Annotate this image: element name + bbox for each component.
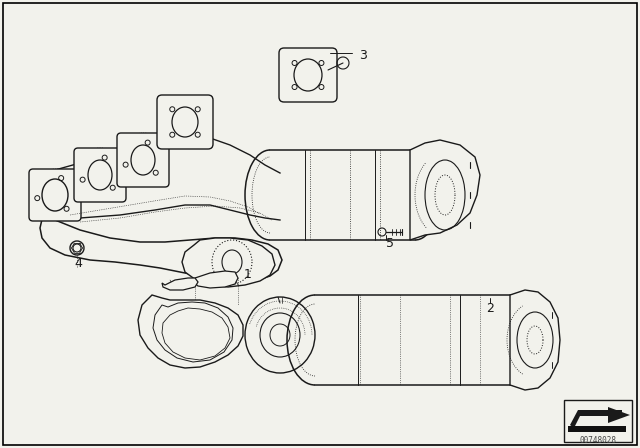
Bar xyxy=(564,400,632,442)
Polygon shape xyxy=(138,295,243,368)
FancyBboxPatch shape xyxy=(117,133,169,187)
Polygon shape xyxy=(608,407,630,423)
Text: 2: 2 xyxy=(486,302,494,314)
Polygon shape xyxy=(40,170,282,282)
Polygon shape xyxy=(510,290,560,390)
Bar xyxy=(568,426,626,432)
Text: 4: 4 xyxy=(74,257,82,270)
FancyBboxPatch shape xyxy=(74,148,126,202)
Text: 1: 1 xyxy=(244,267,252,280)
Text: 5: 5 xyxy=(386,237,394,250)
Polygon shape xyxy=(153,302,233,362)
FancyBboxPatch shape xyxy=(157,95,213,149)
FancyBboxPatch shape xyxy=(29,169,81,221)
Polygon shape xyxy=(410,140,480,240)
FancyBboxPatch shape xyxy=(279,48,337,102)
Polygon shape xyxy=(570,410,622,428)
Polygon shape xyxy=(162,308,230,360)
Text: 3: 3 xyxy=(359,48,367,61)
Polygon shape xyxy=(193,271,238,288)
Polygon shape xyxy=(182,238,275,287)
Text: 00748028: 00748028 xyxy=(579,435,616,444)
Polygon shape xyxy=(162,278,198,290)
